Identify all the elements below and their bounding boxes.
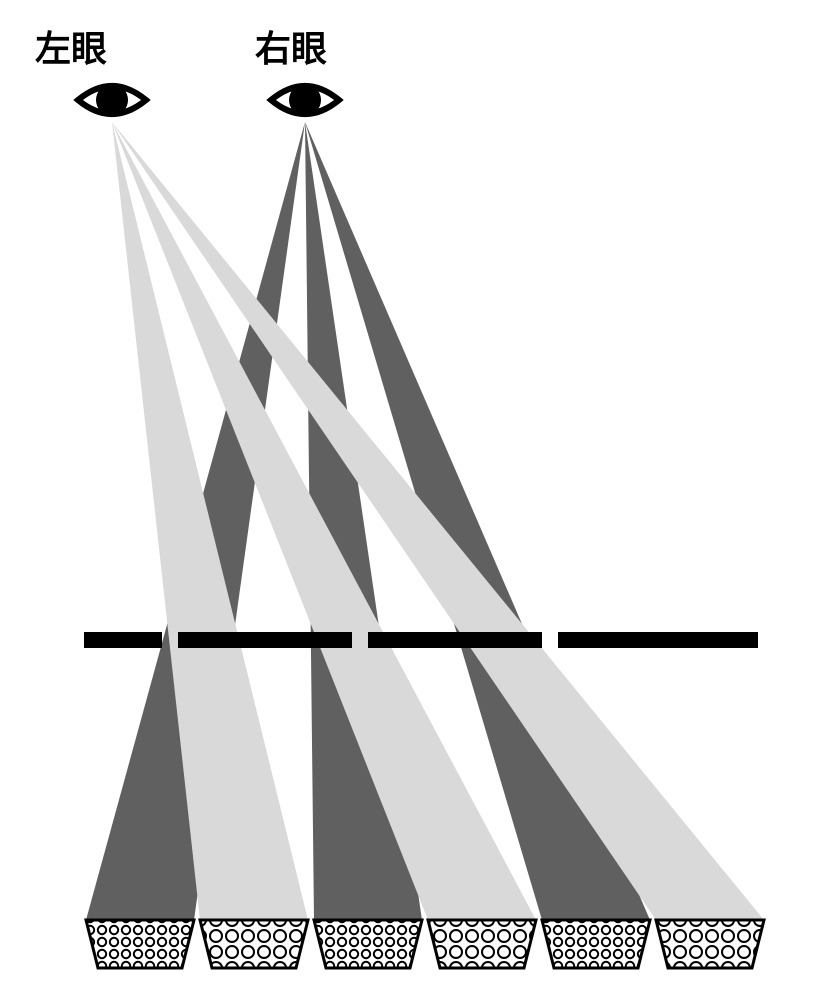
pixel-left xyxy=(428,920,536,968)
left-eye-beams xyxy=(112,122,764,920)
parallax-barrier-diagram xyxy=(0,0,814,1000)
right-eye-icon xyxy=(271,84,339,116)
pixel-right xyxy=(542,920,650,968)
pixel-left xyxy=(200,920,308,968)
pixel-right xyxy=(314,920,422,968)
pixel-right xyxy=(86,920,194,968)
left-eye-icon xyxy=(78,84,146,116)
pixel-row xyxy=(86,920,764,968)
pixel-left xyxy=(656,920,764,968)
parallax-barrier xyxy=(84,632,758,648)
